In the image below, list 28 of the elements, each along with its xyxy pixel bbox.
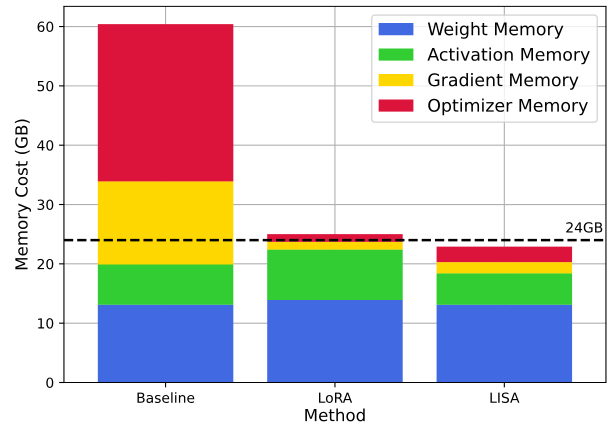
bar bbox=[436, 273, 572, 305]
bar bbox=[267, 250, 403, 300]
bar bbox=[98, 264, 234, 305]
bar bbox=[436, 262, 572, 274]
bar bbox=[267, 242, 403, 250]
bar bbox=[436, 304, 572, 382]
y-tick-label: 60 bbox=[38, 22, 54, 32]
legend-label: Activation Memory bbox=[427, 47, 590, 64]
y-tick-label: 50 bbox=[38, 80, 54, 92]
y-tick-label: 0 bbox=[46, 377, 54, 388]
legend-label: Gradient Memory bbox=[428, 72, 578, 90]
bar bbox=[267, 300, 403, 382]
y-axis-title: Memory Cost (GB) bbox=[14, 119, 31, 270]
bar bbox=[98, 24, 234, 182]
x-tick-label: LoRA bbox=[319, 392, 352, 403]
x-tick-label: Baseline bbox=[137, 392, 194, 403]
bar bbox=[98, 304, 234, 382]
bar bbox=[98, 181, 234, 264]
legend-label: Optimizer Memory bbox=[428, 98, 588, 116]
bar bbox=[436, 246, 572, 262]
y-tick-label: 40 bbox=[37, 140, 54, 151]
legend-label: Weight Memory bbox=[428, 22, 564, 39]
x-axis-title: Method bbox=[305, 408, 365, 422]
y-tick-label: 20 bbox=[38, 258, 54, 270]
x-tick-label: LISA bbox=[490, 392, 520, 403]
ref-line-label: 24GB bbox=[566, 222, 602, 233]
y-tick-label: 30 bbox=[38, 199, 54, 210]
y-tick-label: 10 bbox=[38, 318, 54, 329]
